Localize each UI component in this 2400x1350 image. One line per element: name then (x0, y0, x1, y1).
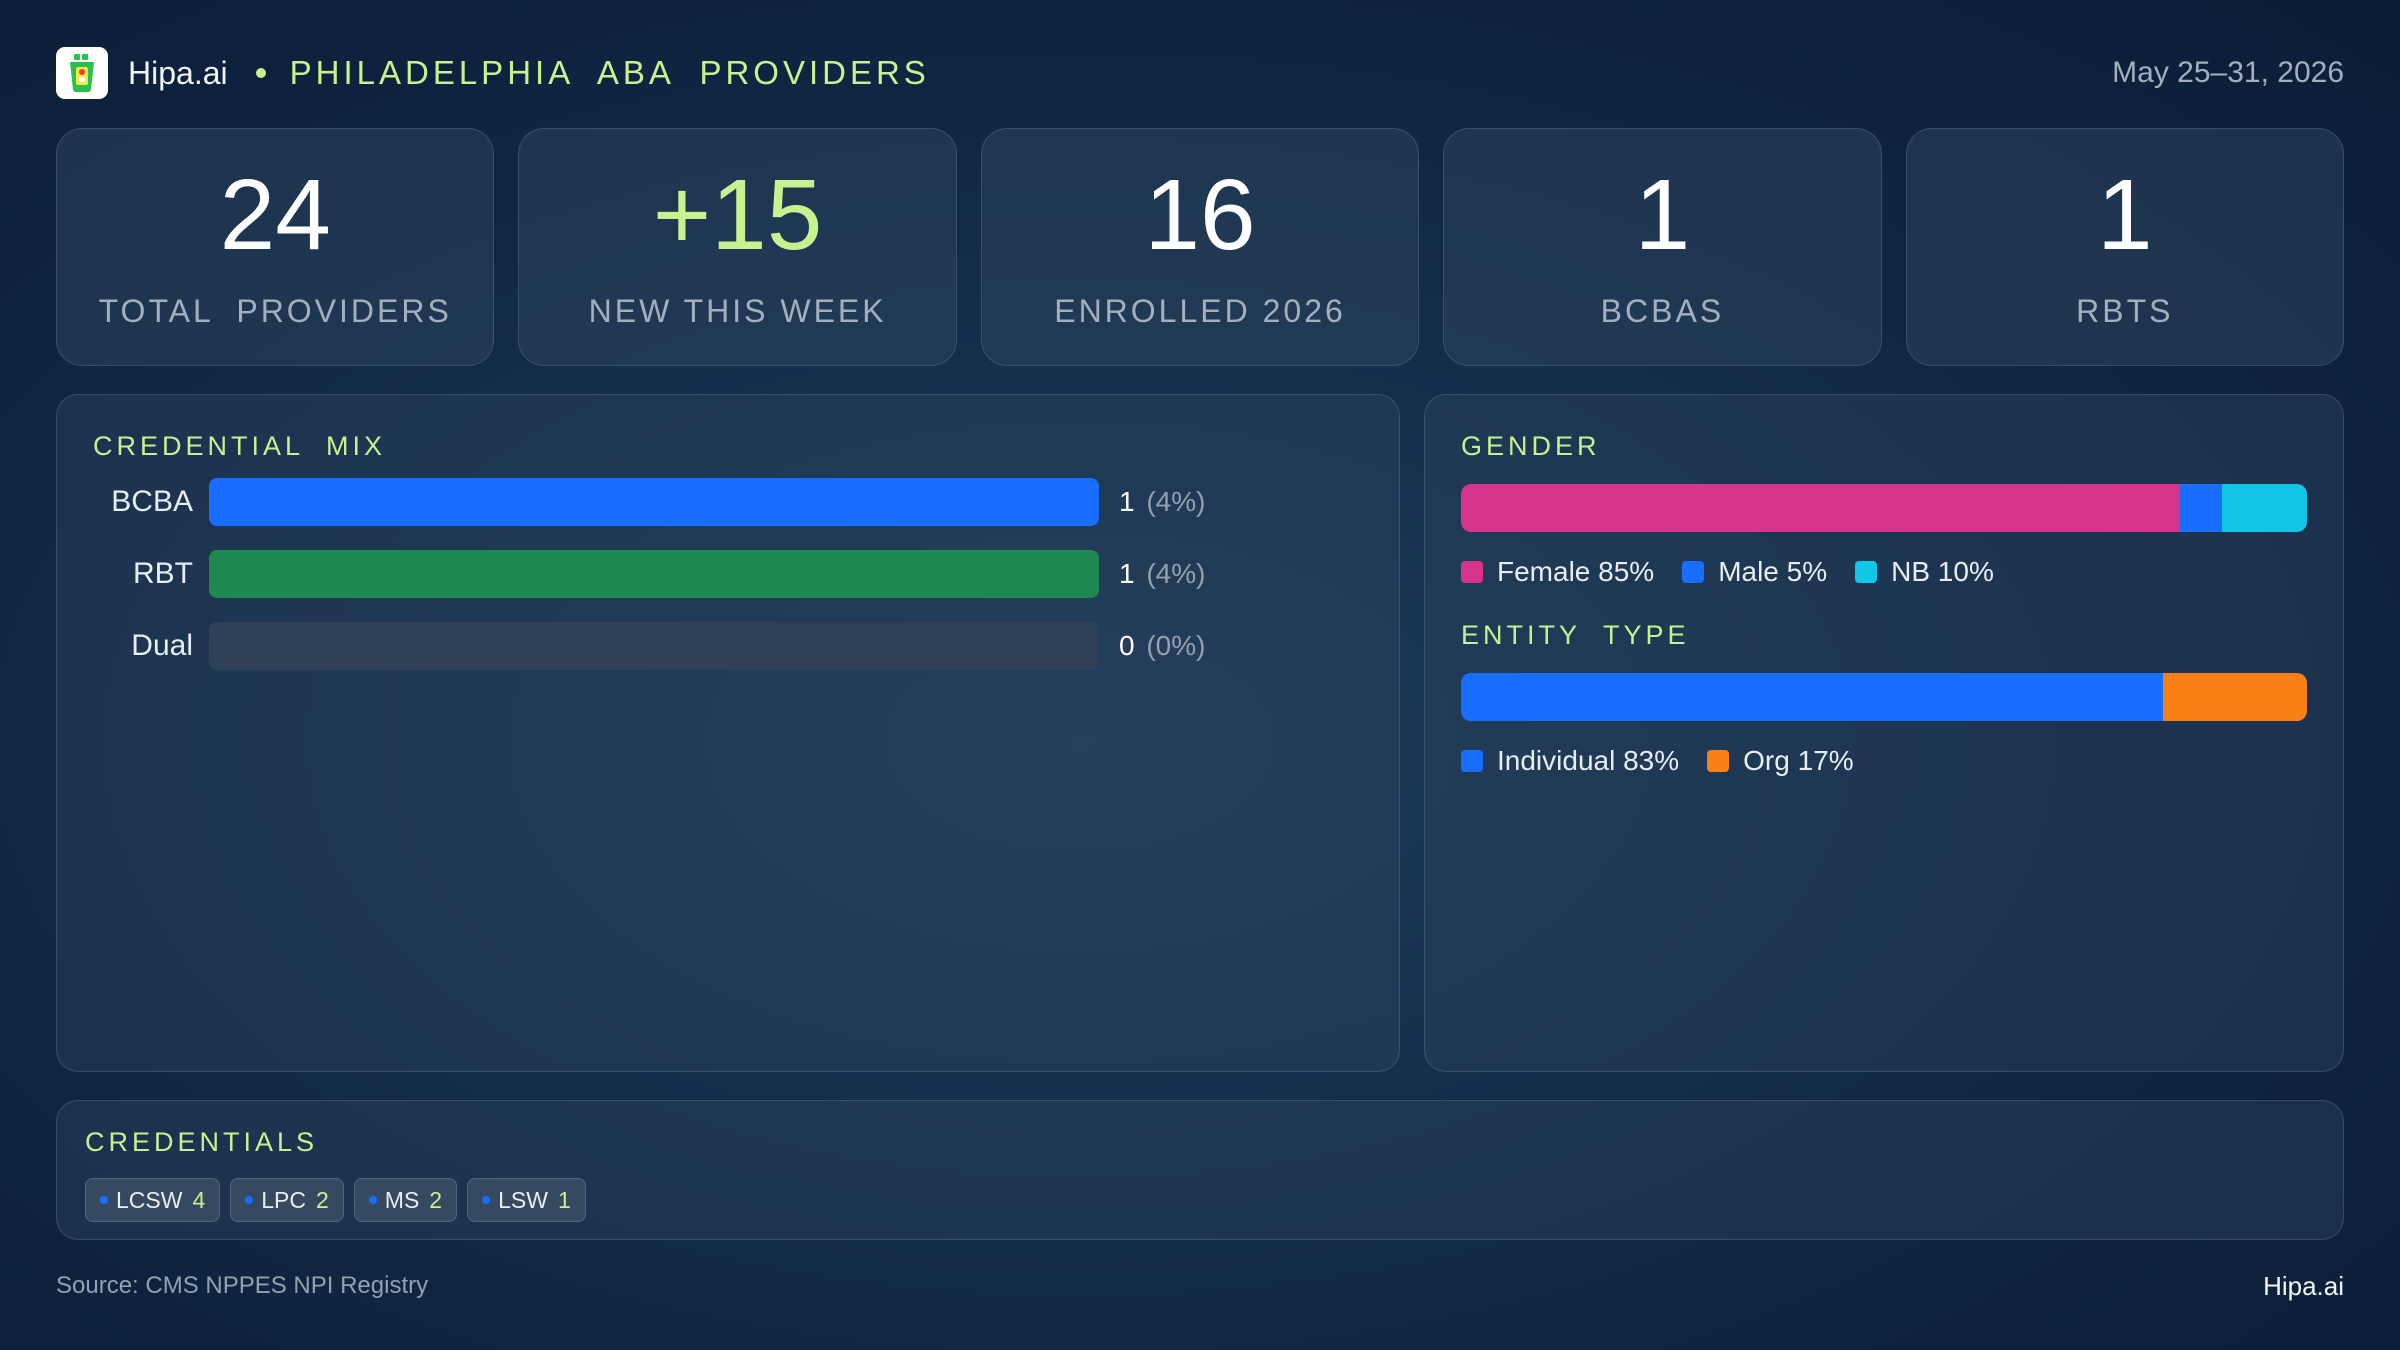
kpi-value: 1 (2097, 158, 2153, 271)
gender-title: GENDER (1461, 431, 1601, 461)
bar-track (209, 478, 1099, 526)
legend-item-male: Male 5% (1682, 556, 1827, 588)
kpi-card-rbts: 1 RBTS (1905, 128, 2345, 366)
credential-chip-lpc[interactable]: LPC 2 (230, 1178, 344, 1222)
entity-segment-individual (1461, 673, 2164, 721)
header: Hipa.ai PHILADELPHIA ABA PROVIDERS May 2… (56, 46, 2344, 100)
bar-count: 1 (1119, 486, 1135, 517)
bar-track (209, 622, 1099, 670)
bar-label: Dual (131, 629, 193, 662)
chip-count: 1 (557, 1186, 571, 1213)
footer-brand: Hipa.ai (2263, 1270, 2344, 1301)
chip-dot-icon (482, 1196, 491, 1204)
credential-bar-row-bcba: BCBA 1 (4%) (93, 478, 1363, 526)
chip-count: 4 (192, 1186, 206, 1213)
chip-name: LSW (498, 1186, 548, 1213)
credential-bar-row-dual: Dual 0 (0%) (93, 622, 1363, 670)
kpi-value: 1 (1634, 158, 1691, 271)
credential-mix-panel: CREDENTIAL MIX BCBA 1 (4%) RBT 1 (4%) Du… (56, 394, 1400, 1072)
gender-stacked-bar (1461, 484, 2307, 532)
kpi-label: ENROLLED 2026 (1054, 292, 1346, 329)
legend-label: Individual 83% (1497, 745, 1680, 776)
credential-mix-bars: BCBA 1 (4%) RBT 1 (4%) Dual 0 (0%) (93, 478, 1363, 670)
page-title: PHILADELPHIA ABA PROVIDERS (289, 54, 930, 91)
gender-segment-female (1461, 484, 2181, 532)
bar-track (209, 550, 1099, 598)
separator-dot (255, 68, 266, 78)
bar-percent: (0%) (1146, 630, 1206, 661)
credentials-title: CREDENTIALS (85, 1127, 319, 1157)
bar-value: 1 (4%) (1119, 486, 1205, 518)
footer: Source: CMS NPPES NPI Registry Hipa.ai (56, 1268, 2344, 1304)
chip-count: 2 (429, 1186, 443, 1213)
gender-segment-male (2180, 484, 2223, 532)
bar-count: 1 (1119, 558, 1135, 589)
chip-dot-icon (100, 1196, 108, 1204)
chip-dot-icon (368, 1196, 377, 1204)
kpi-value: +15 (652, 158, 823, 271)
legend-item-org: Org 17% (1707, 745, 1854, 777)
data-source: Source: CMS NPPES NPI Registry (56, 1272, 429, 1299)
gender-segment-nb (2222, 484, 2307, 532)
kpi-label: RBTS (2076, 292, 2174, 329)
bar-fill (209, 478, 1099, 526)
kpi-card-total-providers: 24 TOTAL PROVIDERS (56, 128, 495, 366)
bar-label: BCBA (111, 485, 193, 518)
credentials-panel: CREDENTIALS LCSW 4 LPC 2 MS 2 LSW 1 (56, 1100, 2344, 1240)
entity-type-legend: Individual 83% Org 17% (1461, 741, 2307, 781)
legend-label: NB 10% (1891, 556, 1994, 587)
credential-bar-row-rbt: RBT 1 (4%) (93, 550, 1363, 598)
credential-chip-ms[interactable]: MS 2 (353, 1178, 458, 1222)
bar-label: RBT (133, 557, 193, 590)
chip-dot-icon (245, 1196, 254, 1204)
brand-name: Hipa.ai (128, 54, 228, 91)
legend-swatch (1461, 750, 1483, 772)
chip-name: MS (384, 1186, 420, 1213)
legend-swatch (1855, 561, 1878, 583)
legend-item-individual: Individual 83% (1461, 745, 1679, 777)
bar-count: 0 (1119, 630, 1135, 661)
bar-percent: (4%) (1146, 558, 1206, 589)
brand-logo-icon[interactable] (56, 47, 108, 99)
legend-label: Male 5% (1718, 556, 1828, 587)
credential-chip-lcsw[interactable]: LCSW 4 (85, 1178, 221, 1222)
chip-name: LCSW (116, 1186, 183, 1213)
legend-label: Female 85% (1497, 556, 1655, 587)
entity-type-title: ENTITY TYPE (1461, 620, 1690, 650)
kpi-card-new-this-week: +15 NEW THIS WEEK (518, 128, 957, 366)
legend-item-nb: NB 10% (1855, 556, 1994, 588)
kpi-label: NEW THIS WEEK (588, 292, 887, 329)
bar-value: 1 (4%) (1119, 558, 1205, 590)
kpi-value: 24 (219, 158, 331, 271)
kpi-value: 16 (1144, 158, 1256, 271)
credential-chips: LCSW 4 LPC 2 MS 2 LSW 1 (85, 1178, 2315, 1222)
chip-count: 2 (316, 1186, 329, 1213)
bar-value: 0 (0%) (1119, 630, 1205, 662)
date-range: May 25–31, 2026 (2112, 56, 2344, 89)
kpi-label: BCBAS (1600, 292, 1725, 329)
bar-fill (209, 550, 1099, 598)
gender-legend: Female 85% Male 5% NB 10% (1461, 552, 2307, 592)
kpi-row: 24 TOTAL PROVIDERS +15 NEW THIS WEEK 16 … (56, 128, 2345, 366)
legend-swatch (1707, 750, 1730, 772)
kpi-label: TOTAL PROVIDERS (98, 292, 452, 329)
bar-percent: (4%) (1146, 486, 1206, 517)
credential-chip-lsw[interactable]: LSW 1 (467, 1178, 586, 1222)
legend-item-female: Female 85% (1461, 556, 1654, 588)
legend-swatch (1461, 561, 1483, 583)
demographics-panel: GENDER Female 85% Male 5% NB 10% ENTITY … (1424, 394, 2344, 1072)
legend-label: Org 17% (1743, 745, 1854, 776)
entity-type-stacked-bar (1461, 673, 2307, 721)
kpi-card-bcbas: 1 BCBAS (1443, 128, 1882, 366)
chip-name: LPC (261, 1186, 306, 1213)
kpi-card-enrolled-2026: 16 ENROLLED 2026 (980, 128, 1420, 366)
legend-swatch (1682, 561, 1705, 583)
entity-segment-org (2163, 673, 2307, 721)
credential-mix-title: CREDENTIAL MIX (93, 431, 387, 461)
